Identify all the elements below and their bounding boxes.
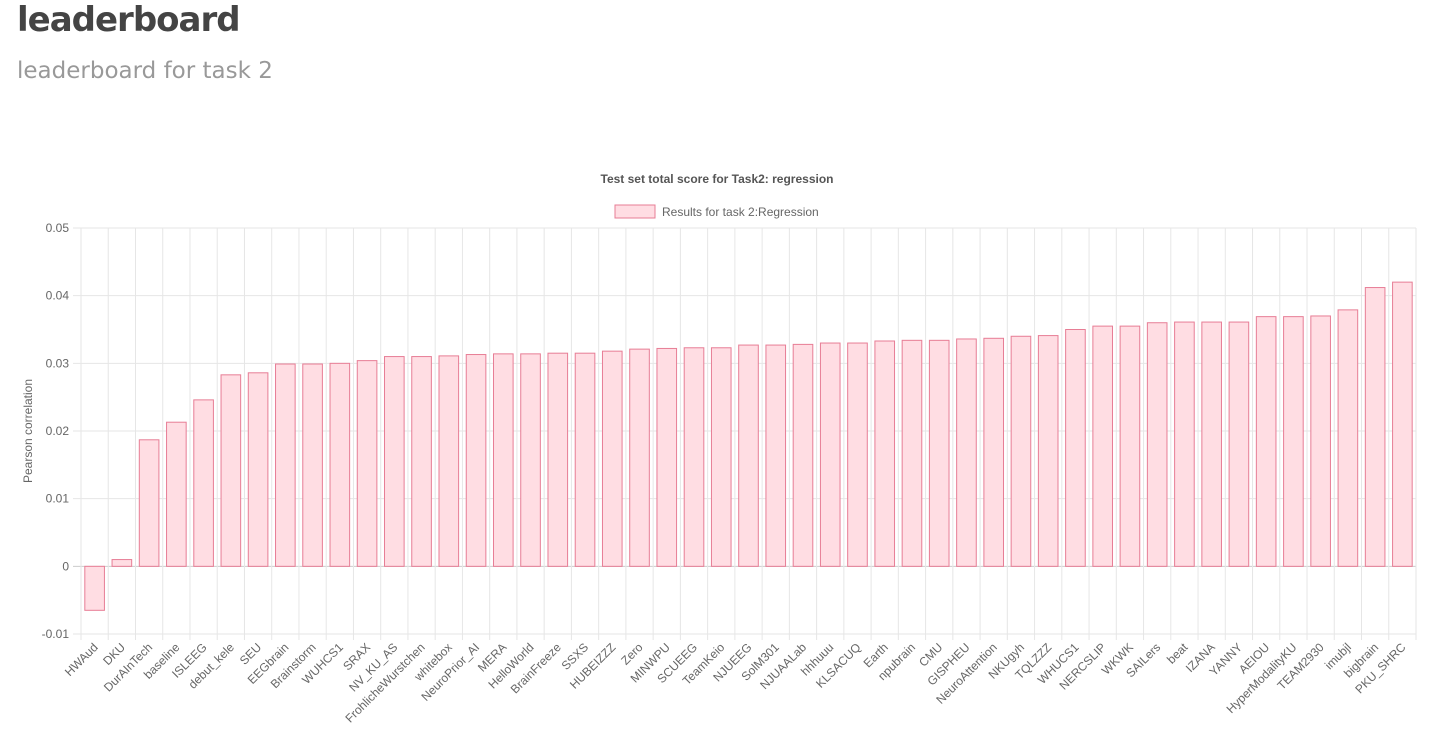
- y-tick-label: -0.01: [42, 627, 70, 641]
- y-tick-label: 0.04: [46, 289, 70, 303]
- chart-title: Test set total score for Task2: regressi…: [601, 172, 834, 186]
- bar[interactable]: [275, 363, 296, 567]
- bar[interactable]: [1065, 329, 1086, 567]
- y-tick-label: 0.01: [46, 492, 70, 506]
- bar[interactable]: [302, 363, 323, 567]
- bar[interactable]: [356, 360, 378, 567]
- bar[interactable]: [601, 350, 623, 567]
- bar[interactable]: [1174, 321, 1195, 567]
- x-tick-label: HWAud: [62, 640, 101, 679]
- bar[interactable]: [1337, 309, 1359, 567]
- bar[interactable]: [247, 372, 269, 567]
- chart-legend[interactable]: Results for task 2:Regression: [614, 204, 819, 219]
- bar[interactable]: [1146, 322, 1168, 567]
- y-axis-label: Pearson correlation: [21, 379, 35, 483]
- bar[interactable]: [520, 353, 541, 567]
- x-axis-ticks: HWAud DKUDurAInTechbaselineISLEEGdebut_ke…: [62, 640, 1409, 726]
- bar[interactable]: [901, 339, 923, 567]
- bar[interactable]: [138, 439, 160, 567]
- bar[interactable]: [220, 374, 242, 567]
- bar[interactable]: [329, 362, 351, 567]
- bar[interactable]: [1201, 321, 1222, 567]
- bar[interactable]: [956, 338, 977, 567]
- bar[interactable]: [1037, 335, 1059, 567]
- bar[interactable]: [193, 399, 214, 567]
- bar[interactable]: [465, 354, 487, 567]
- bar[interactable]: [928, 339, 950, 567]
- bar[interactable]: [1392, 281, 1413, 567]
- legend-swatch: [614, 204, 656, 219]
- bar[interactable]: [574, 352, 596, 567]
- y-tick-label: 0.03: [46, 356, 70, 370]
- bar[interactable]: [492, 353, 514, 567]
- legend-label: Results for task 2:Regression: [662, 205, 819, 219]
- bar[interactable]: [792, 343, 814, 567]
- bar[interactable]: [84, 565, 105, 611]
- bar[interactable]: [111, 559, 133, 567]
- bar[interactable]: [1228, 321, 1250, 567]
- bars: [84, 281, 1413, 611]
- y-tick-label: 0.02: [46, 424, 70, 438]
- bar[interactable]: [1092, 325, 1113, 567]
- bar[interactable]: [1255, 316, 1277, 567]
- bar[interactable]: [765, 344, 787, 567]
- bar[interactable]: [983, 337, 1005, 567]
- y-tick-label: 0.05: [46, 221, 70, 235]
- bar[interactable]: [847, 342, 868, 567]
- bar[interactable]: [1119, 325, 1141, 567]
- y-axis-ticks: 0.05 0.04 0.03 0.02 0.01 0 -0.01: [42, 221, 70, 641]
- page-subtitle: leaderboard for task 2: [17, 58, 273, 84]
- bar[interactable]: [1364, 287, 1386, 567]
- bar[interactable]: [1010, 335, 1032, 567]
- bar[interactable]: [166, 421, 187, 567]
- grid-lines: [73, 227, 1417, 640]
- bar[interactable]: [874, 340, 896, 567]
- bar[interactable]: [710, 347, 732, 567]
- bar[interactable]: [547, 352, 569, 567]
- bar[interactable]: [738, 344, 759, 567]
- page-title: leaderboard: [17, 0, 241, 40]
- bar[interactable]: [629, 348, 650, 567]
- bar[interactable]: [683, 347, 705, 567]
- bar[interactable]: [1310, 315, 1331, 567]
- bar[interactable]: [438, 355, 460, 567]
- bar[interactable]: [819, 342, 841, 567]
- bar[interactable]: [656, 347, 678, 567]
- bar[interactable]: [411, 356, 432, 567]
- bar[interactable]: [384, 356, 405, 567]
- bar[interactable]: [1283, 316, 1304, 567]
- y-tick-label: 0: [62, 559, 69, 573]
